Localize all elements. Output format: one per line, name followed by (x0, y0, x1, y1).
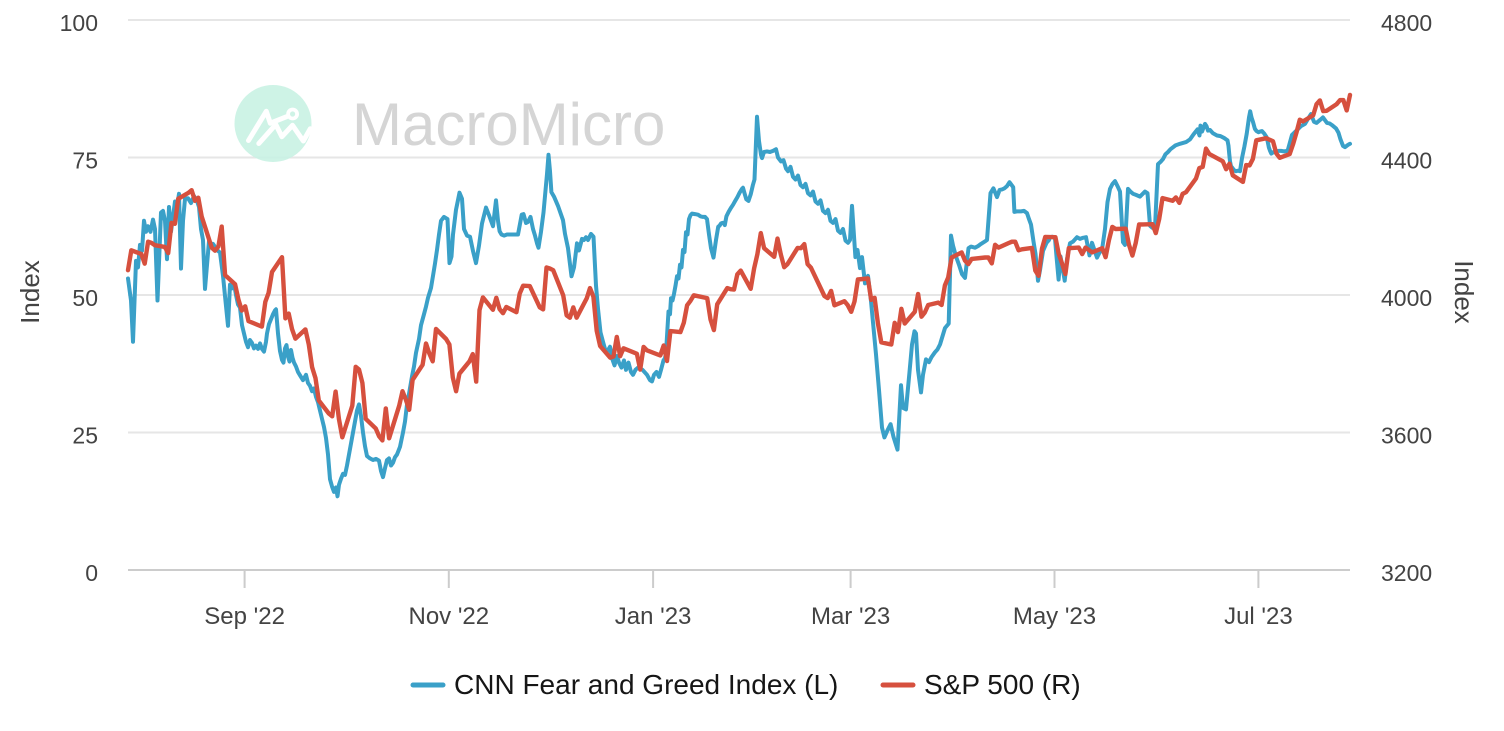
svg-text:Nov '22: Nov '22 (408, 603, 489, 630)
svg-text:50: 50 (72, 285, 98, 311)
svg-text:0: 0 (85, 560, 98, 586)
svg-text:3600: 3600 (1381, 423, 1432, 449)
svg-text:CNN Fear and Greed Index (L): CNN Fear and Greed Index (L) (454, 669, 838, 700)
svg-text:25: 25 (72, 423, 98, 449)
svg-text:May '23: May '23 (1013, 603, 1096, 630)
svg-text:Jan '23: Jan '23 (615, 603, 692, 630)
svg-text:MacroMicro: MacroMicro (352, 91, 665, 158)
svg-text:3200: 3200 (1381, 560, 1432, 586)
svg-text:Index: Index (15, 260, 45, 324)
svg-text:Sep '22: Sep '22 (204, 603, 285, 630)
svg-text:4000: 4000 (1381, 285, 1432, 311)
svg-text:Mar '23: Mar '23 (811, 603, 890, 630)
svg-text:75: 75 (72, 148, 98, 174)
svg-text:Index: Index (1449, 260, 1479, 324)
svg-text:100: 100 (60, 10, 98, 36)
svg-text:Jul '23: Jul '23 (1224, 603, 1293, 630)
svg-text:4800: 4800 (1381, 10, 1432, 36)
svg-text:4400: 4400 (1381, 148, 1432, 174)
svg-text:S&P 500 (R): S&P 500 (R) (924, 669, 1081, 700)
